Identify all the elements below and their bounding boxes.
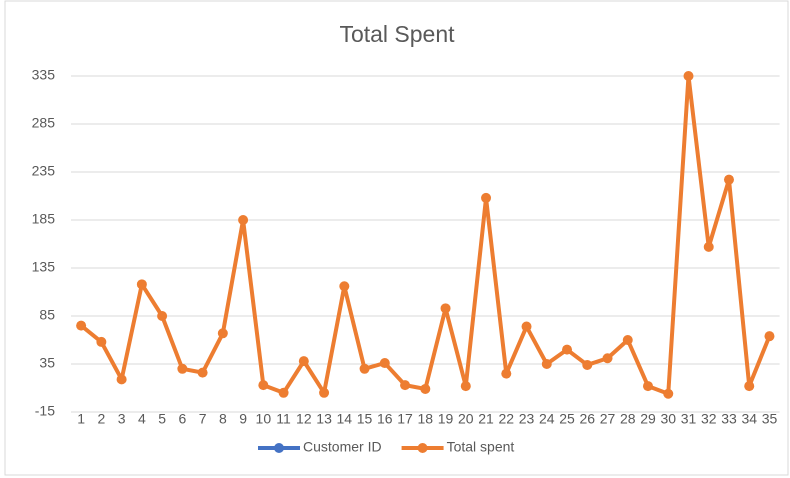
point bbox=[157, 311, 168, 321]
point bbox=[339, 281, 350, 292]
x-tick-label: 1 bbox=[77, 411, 85, 427]
point bbox=[278, 387, 289, 398]
point bbox=[501, 368, 512, 379]
y-tick-label: 235 bbox=[32, 163, 56, 179]
x-tick-label: 17 bbox=[397, 411, 413, 427]
x-tick-label: 26 bbox=[579, 411, 595, 427]
point bbox=[177, 363, 188, 374]
point bbox=[582, 359, 593, 370]
point bbox=[319, 387, 330, 398]
legend-label: Total spent bbox=[447, 439, 515, 455]
x-tick-label: 13 bbox=[316, 411, 332, 427]
y-tick-label: 135 bbox=[32, 259, 56, 275]
point bbox=[238, 215, 249, 225]
x-tick-label: 28 bbox=[620, 411, 636, 427]
x-tick-label: 19 bbox=[438, 411, 454, 427]
point bbox=[663, 388, 674, 399]
point bbox=[217, 328, 228, 339]
point bbox=[359, 363, 370, 374]
x-tick-label: 31 bbox=[681, 411, 697, 427]
point bbox=[764, 331, 775, 342]
legend-label: Customer ID bbox=[303, 439, 382, 455]
y-tick-label: 35 bbox=[39, 355, 55, 371]
point bbox=[683, 71, 694, 81]
x-tick-label: 34 bbox=[741, 411, 757, 427]
point bbox=[481, 192, 492, 203]
x-tick-label: 32 bbox=[701, 411, 717, 427]
y-tick-label: 285 bbox=[32, 115, 56, 131]
point bbox=[541, 359, 552, 369]
y-tick-label: -15 bbox=[35, 403, 55, 419]
point bbox=[521, 321, 532, 332]
point bbox=[298, 356, 309, 367]
x-tick-label: 8 bbox=[219, 411, 227, 427]
x-tick-label: 10 bbox=[256, 411, 272, 427]
point bbox=[602, 353, 613, 364]
x-tick-label: 24 bbox=[539, 411, 555, 427]
point bbox=[76, 320, 87, 331]
point bbox=[703, 241, 714, 252]
x-tick-label: 16 bbox=[377, 411, 393, 427]
point bbox=[622, 335, 633, 345]
point bbox=[440, 303, 451, 314]
x-tick-label: 14 bbox=[337, 411, 353, 427]
y-tick-label: 335 bbox=[32, 67, 56, 83]
y-tick-label: 85 bbox=[39, 307, 55, 323]
legend-marker bbox=[417, 443, 428, 453]
x-tick-label: 33 bbox=[721, 411, 737, 427]
x-tick-label: 15 bbox=[357, 411, 373, 427]
point bbox=[460, 381, 471, 392]
x-tick-label: 11 bbox=[276, 411, 291, 427]
x-tick-label: 18 bbox=[418, 411, 434, 427]
x-tick-label: 25 bbox=[559, 411, 575, 427]
point bbox=[379, 358, 390, 369]
legend-marker bbox=[274, 443, 284, 453]
x-tick-label: 35 bbox=[762, 411, 778, 427]
x-tick-label: 3 bbox=[118, 411, 126, 427]
x-tick-label: 6 bbox=[178, 411, 186, 427]
x-tick-label: 22 bbox=[498, 411, 514, 427]
x-tick-label: 7 bbox=[199, 411, 207, 427]
point bbox=[116, 374, 127, 385]
chart-frame bbox=[4, 0, 789, 476]
point bbox=[400, 380, 411, 391]
point bbox=[197, 367, 208, 378]
x-tick-label: 12 bbox=[296, 411, 312, 427]
chart-title: Total Spent bbox=[339, 21, 455, 47]
x-tick-label: 9 bbox=[239, 411, 247, 427]
point bbox=[420, 383, 431, 394]
point bbox=[744, 381, 755, 392]
x-tick-label: 23 bbox=[519, 411, 535, 427]
point bbox=[258, 380, 269, 391]
x-tick-label: 20 bbox=[458, 411, 474, 427]
point bbox=[136, 279, 147, 290]
x-tick-label: 29 bbox=[640, 411, 656, 427]
point bbox=[562, 344, 573, 355]
x-tick-label: 30 bbox=[660, 411, 676, 427]
point bbox=[723, 174, 734, 185]
y-tick-label: 185 bbox=[32, 211, 56, 227]
x-tick-label: 5 bbox=[158, 411, 166, 427]
x-tick-label: 2 bbox=[97, 411, 105, 427]
x-tick-label: 21 bbox=[478, 411, 494, 427]
x-tick-label: 27 bbox=[600, 411, 616, 427]
point bbox=[96, 336, 107, 347]
x-tick-label: 4 bbox=[138, 411, 146, 427]
point bbox=[643, 381, 654, 392]
